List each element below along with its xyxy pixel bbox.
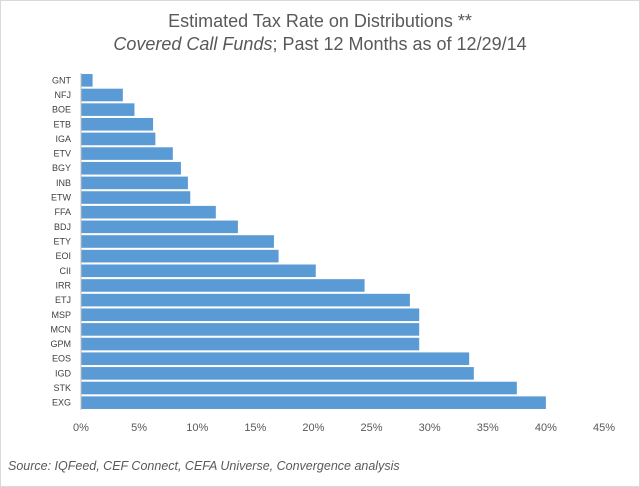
bar-etj bbox=[81, 293, 410, 307]
bar-eos bbox=[81, 352, 470, 366]
chart-subtitle: Covered Call Funds; Past 12 Months as of… bbox=[0, 34, 640, 55]
category-label-ety: ETY bbox=[53, 237, 71, 247]
x-tick-label: 5% bbox=[131, 422, 147, 434]
category-label-etb: ETB bbox=[53, 119, 71, 129]
category-label-bdj: BDJ bbox=[54, 222, 71, 232]
category-label-etv: ETV bbox=[53, 149, 71, 159]
bar-inb bbox=[81, 176, 188, 190]
chart-title: Estimated Tax Rate on Distributions ** bbox=[168, 11, 472, 31]
category-label-bgy: BGY bbox=[52, 163, 71, 173]
category-label-etj: ETJ bbox=[55, 295, 71, 305]
category-label-eos: EOS bbox=[52, 354, 71, 364]
x-tick-label: 45% bbox=[593, 422, 615, 434]
category-label-mcn: MCN bbox=[51, 324, 72, 334]
bar-eoi bbox=[81, 249, 279, 263]
bar-stk bbox=[81, 381, 517, 395]
chart-subtitle-rest: ; Past 12 Months as of 12/29/14 bbox=[272, 34, 527, 54]
bar-etv bbox=[81, 147, 173, 160]
x-tick-label: 0% bbox=[73, 422, 89, 434]
x-tick-label: 10% bbox=[186, 422, 208, 434]
x-tick-label: 35% bbox=[477, 422, 499, 434]
bar-boe bbox=[81, 103, 135, 116]
category-label-gnt: GNT bbox=[52, 75, 72, 85]
category-label-exg: EXG bbox=[52, 398, 71, 408]
category-label-inb: INB bbox=[56, 178, 71, 188]
bars-group bbox=[81, 74, 546, 409]
category-label-ffa: FFA bbox=[54, 207, 71, 217]
bar-gnt bbox=[81, 74, 93, 87]
category-label-cii: CII bbox=[59, 266, 71, 276]
category-label-stk: STK bbox=[53, 383, 71, 393]
category-label-etw: ETW bbox=[51, 193, 72, 203]
x-tick-label: 15% bbox=[244, 422, 266, 434]
bar-etb bbox=[81, 117, 154, 131]
source-note: Source: IQFeed, CEF Connect, CEFA Univer… bbox=[8, 459, 400, 473]
bar-gpm bbox=[81, 337, 420, 351]
bar-cii bbox=[81, 264, 316, 278]
category-label-irr: IRR bbox=[56, 280, 72, 290]
bar-iga bbox=[81, 132, 156, 146]
bar-bdj bbox=[81, 220, 238, 234]
bar-mcn bbox=[81, 323, 420, 336]
x-tick-label: 40% bbox=[535, 422, 557, 434]
category-label-boe: BOE bbox=[52, 105, 71, 115]
x-tick-label: 25% bbox=[361, 422, 383, 434]
bar-nfj bbox=[81, 88, 123, 102]
chart-subtitle-italic: Covered Call Funds bbox=[113, 34, 273, 54]
bar-ety bbox=[81, 235, 274, 248]
category-label-gpm: GPM bbox=[50, 339, 71, 349]
bar-irr bbox=[81, 279, 365, 292]
bar-exg bbox=[81, 396, 546, 409]
bar-ffa bbox=[81, 205, 216, 219]
x-tick-label: 30% bbox=[419, 422, 441, 434]
bar-igd bbox=[81, 367, 474, 380]
category-label-nfj: NFJ bbox=[55, 90, 72, 100]
category-labels: GNT NFJ BOE ETB IGA ETV BGY INB ETW FFA BDJ ETY EOI C… bbox=[50, 75, 71, 407]
category-label-igd: IGD bbox=[55, 368, 72, 378]
bar-msp bbox=[81, 308, 420, 322]
x-tick-labels: 0% 5% 10% 15% 20% 25% 30% 35% 40% 45% bbox=[73, 422, 615, 434]
x-tick-label: 20% bbox=[302, 422, 324, 434]
category-label-eoi: EOI bbox=[55, 251, 71, 261]
bar-etw bbox=[81, 191, 191, 204]
category-label-msp: MSP bbox=[51, 310, 71, 320]
category-label-iga: IGA bbox=[55, 134, 71, 144]
bar-bgy bbox=[81, 161, 181, 175]
